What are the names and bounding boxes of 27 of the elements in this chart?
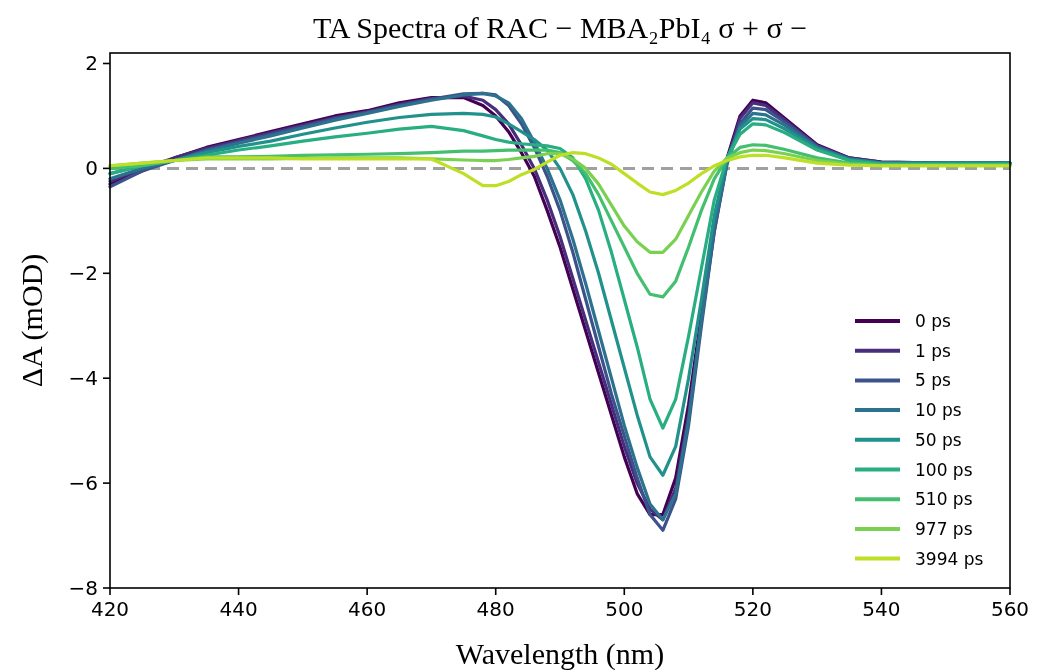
legend-label: 5 ps bbox=[915, 370, 952, 391]
legend-label: 1 ps bbox=[915, 340, 952, 361]
x-axis-title: Wavelength (nm) bbox=[455, 637, 665, 670]
y-axis-title: ΔA (mOD) bbox=[15, 253, 49, 388]
line-series bbox=[108, 151, 1012, 197]
x-tick-label: 420 bbox=[90, 597, 130, 621]
x-tick-label: 560 bbox=[990, 597, 1030, 621]
x-tick-label: 520 bbox=[733, 597, 772, 621]
y-tick-label: −8 bbox=[68, 576, 98, 600]
legend-label: 100 ps bbox=[915, 459, 973, 480]
y-tick-label: 2 bbox=[85, 51, 98, 76]
legend-label: 3994 ps bbox=[915, 548, 984, 569]
chart-title: TA Spectra of RAC − MBA₂PbI₄ σ + σ − bbox=[312, 11, 808, 44]
y-tick-label: −2 bbox=[68, 261, 98, 286]
y-tick-label: −6 bbox=[68, 471, 98, 496]
legend-label: 0 ps bbox=[915, 311, 952, 331]
y-tick-label: 0 bbox=[85, 156, 98, 181]
legend-label: 50 ps bbox=[915, 429, 962, 450]
y-tick-label: −4 bbox=[68, 366, 98, 391]
legend-label: 977 ps bbox=[915, 518, 973, 539]
legend-label: 10 ps bbox=[915, 400, 962, 421]
x-tick-label: 480 bbox=[476, 597, 515, 621]
legend-label: 510 ps bbox=[915, 489, 973, 510]
x-tick-label: 460 bbox=[348, 597, 387, 621]
x-tick-label: 500 bbox=[605, 597, 644, 621]
x-tick-label: 540 bbox=[862, 597, 901, 621]
x-tick-label: 440 bbox=[219, 597, 258, 621]
